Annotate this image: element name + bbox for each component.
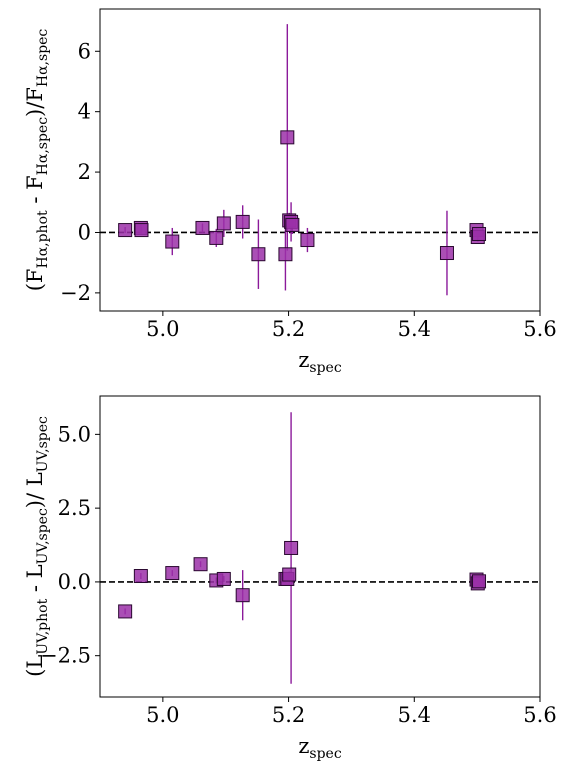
panel-1-y-axis-label-part: - F (23, 175, 47, 210)
panel-1-x-axis-label-main: z (298, 348, 309, 372)
panel-2-y-axis-label: (LUV,phot - LUV,spec)/ LUV,spec (23, 416, 51, 677)
panel-2-data-point (284, 540, 299, 555)
panel-1-y-axis-label-part: )/F (23, 87, 47, 117)
panel-1-data-point (251, 247, 266, 262)
panel-1-data-point (165, 234, 180, 249)
panel-1-xtick-label: 5.0 (146, 317, 179, 341)
panel-1-xtick-label: 5.4 (398, 317, 431, 341)
panel-1-data-point (300, 233, 315, 248)
panel-2-x-axis-label-sub: spec (309, 746, 341, 762)
panel-1-data-point (209, 230, 224, 245)
panel-1-data-point (439, 246, 454, 261)
panel-1-xtick-label: 5.2 (272, 317, 305, 341)
panel-1-data-point (285, 217, 300, 232)
panel-2-data-point (216, 571, 231, 586)
panel-2-data-point (235, 588, 250, 603)
panel-2-data-point (118, 604, 133, 619)
panel-2-xtick-label: 5.2 (272, 703, 305, 727)
panel-1-ytick-label: 4 (78, 100, 91, 124)
panel-1-data-point (216, 216, 231, 231)
panel-2-ytick-label: 0.0 (58, 570, 91, 594)
panel-1-ytick-label: −2 (60, 281, 91, 305)
panel-2-y-axis-label-part: - L (23, 564, 47, 598)
panel-2-y-axis-label-sub: UV,spec (35, 508, 51, 564)
panel-2-xtick-label: 5.4 (398, 703, 431, 727)
panel-2-data-point (193, 557, 208, 572)
panel-1-ytick-label: 0 (78, 220, 91, 244)
panel-1-data-point (280, 130, 295, 145)
panel-1-data-point (134, 223, 149, 238)
panel-2-data-point (472, 574, 487, 589)
panel-1-y-axis-label-sub: Hα,phot (35, 210, 51, 269)
panel-1-y-axis-label-sub: Hα,spec (35, 117, 51, 176)
panel-2-ytick-label: −2.5 (40, 644, 91, 668)
panel-1-data-point (195, 220, 210, 235)
panel-2-x-axis-label: zspec (298, 734, 342, 762)
panel-1-y-axis-label: (FHα,phot - FHα,spec)/FHα,spec (23, 29, 51, 292)
panel-2-axes-frame (99, 395, 541, 698)
panel-1-data-point (235, 214, 250, 229)
panel-1-xtick-label: 5.6 (523, 317, 556, 341)
panel-2-y-axis-label-sub: UV,spec (35, 416, 51, 472)
panel-2-ytick-label: 2.5 (58, 496, 91, 520)
panel-1-axes-frame (99, 8, 541, 312)
panel-1-ytick-label: 6 (78, 39, 91, 63)
panel-2-y-axis-label-sub: UV,phot (35, 598, 51, 654)
panel-2-xtick-label: 5.6 (523, 703, 556, 727)
panel-1-data-point (472, 226, 487, 241)
panel-2-data-point (133, 569, 148, 584)
panel-1-y-axis-label-sub: Hα,spec (35, 29, 51, 88)
panel-2-x-axis-label-main: z (298, 734, 309, 758)
panel-1-data-point (118, 223, 133, 238)
panel-1-y-axis-label-part: (F (23, 269, 47, 292)
panel-2-data-point (282, 567, 297, 582)
panel-2-xtick-label: 5.0 (146, 703, 179, 727)
panel-1-x-axis-label: zspec (298, 348, 342, 376)
panel-2-data-point (165, 566, 180, 581)
panel-1-data-point (278, 247, 293, 262)
panel-2-ytick-label: 5.0 (58, 422, 91, 446)
panel-2: 5.0 5.2 5.4 5.6 −2.5 0.0 2.5 5.0 zspec (LUV,phot … (23, 395, 557, 762)
panel-2-y-axis-label-part: (L (23, 655, 47, 677)
panel-2-y-axis-label-part: )/ L (23, 472, 47, 508)
panel-1-ytick-label: 2 (78, 160, 91, 184)
panel-1-x-axis-label-sub: spec (309, 360, 341, 376)
